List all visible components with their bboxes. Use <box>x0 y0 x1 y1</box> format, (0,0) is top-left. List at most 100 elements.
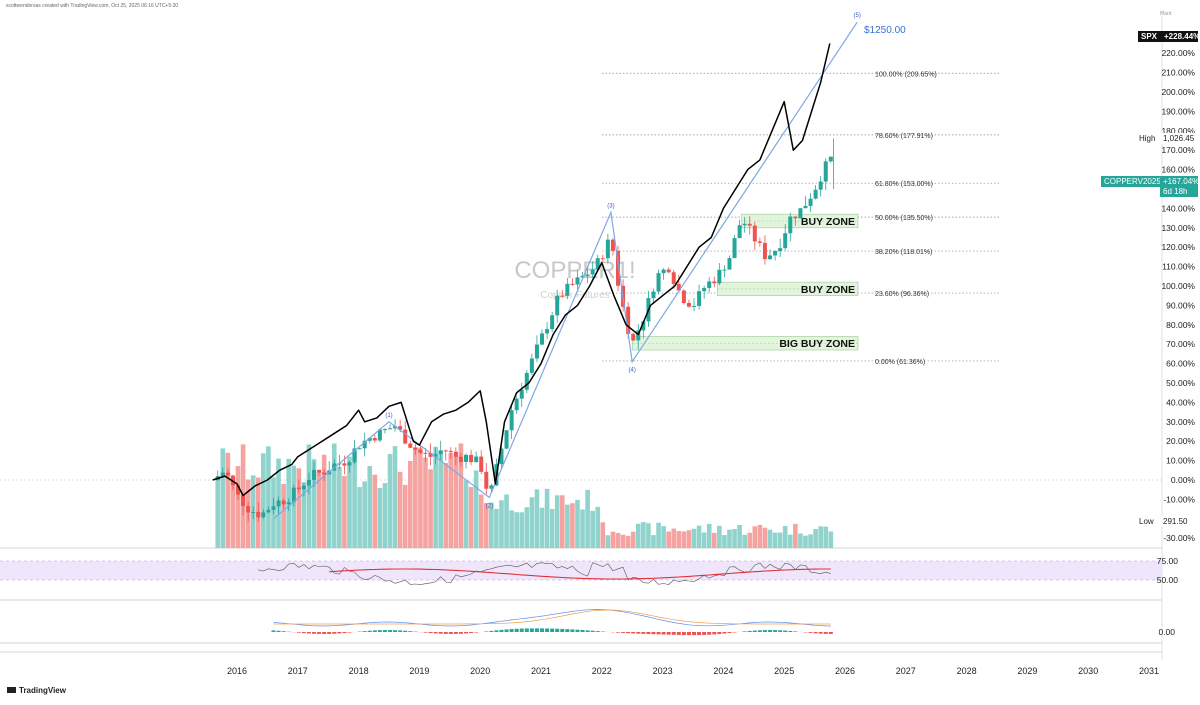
volume-bar <box>818 526 823 548</box>
macd-histogram-bar <box>707 632 711 635</box>
macd-histogram-bar <box>464 632 468 633</box>
candle-body <box>778 248 782 251</box>
volume-bar <box>687 530 692 548</box>
candle-body <box>297 488 301 490</box>
macd-histogram-bar <box>819 632 823 634</box>
volume-bar <box>281 484 286 548</box>
x-tick-label: 2021 <box>531 666 551 676</box>
macd-histogram-bar <box>317 632 321 634</box>
y-tick-label: 40.00% <box>1166 397 1195 407</box>
candle-body <box>824 161 828 181</box>
candle-body <box>753 226 757 242</box>
candle-body <box>702 288 706 291</box>
candle-body <box>256 512 260 517</box>
macd-histogram-bar <box>454 632 458 634</box>
x-tick-label: 2028 <box>957 666 977 676</box>
candle-body <box>439 450 443 454</box>
y-tick-label: 160.00% <box>1161 165 1195 175</box>
volume-bar <box>717 526 722 548</box>
volume-bar <box>540 508 545 548</box>
macd-histogram-bar <box>489 631 493 632</box>
volume-bar <box>352 451 357 548</box>
candle-body <box>631 334 635 341</box>
x-tick-label: 2017 <box>288 666 308 676</box>
macd-histogram-bar <box>748 631 752 632</box>
wave-label: (3) <box>607 203 614 209</box>
macd-histogram-bar <box>646 632 650 634</box>
macd-histogram-bar <box>824 632 828 634</box>
candle-body <box>277 500 281 506</box>
candle-body <box>251 512 255 513</box>
volume-bar <box>671 529 676 548</box>
macd-histogram-bar <box>297 632 301 633</box>
buy-zone-label: BUY ZONE <box>801 216 855 228</box>
volume-bar <box>550 509 555 548</box>
candle-body <box>418 450 422 453</box>
fib-label: 38.20% (118.01%) <box>875 249 932 256</box>
y-tick-label: 80.00% <box>1166 320 1195 330</box>
candle-body <box>312 470 316 480</box>
macd-tick-label: 0.00 <box>1158 627 1175 637</box>
volume-bar <box>388 454 393 548</box>
candle-body <box>667 270 671 273</box>
candle-body <box>783 233 787 248</box>
fib-label: 50.00% (135.50%) <box>875 215 933 222</box>
footer: TradingView <box>0 682 1200 700</box>
macd-histogram-bar <box>565 629 569 632</box>
macd-histogram-bar <box>586 630 590 632</box>
candle-body <box>550 315 554 329</box>
y-tick-label: 130.00% <box>1161 223 1195 233</box>
candle-body <box>520 390 524 399</box>
volume-bar <box>367 466 372 548</box>
volume-bar <box>499 500 504 548</box>
volume-bar <box>758 525 763 548</box>
volume-bar <box>530 497 535 548</box>
macd-histogram-bar <box>545 628 549 632</box>
volume-bar <box>611 532 616 548</box>
header-credit: scottwendorsas created with TradingView.… <box>6 3 178 9</box>
volume-bar <box>661 526 666 548</box>
macd-histogram-bar <box>525 628 529 632</box>
x-tick-label: 2029 <box>1017 666 1037 676</box>
candle-body <box>287 502 291 504</box>
candle-body <box>611 240 615 251</box>
fib-label: 0.00% (61.36%) <box>875 359 925 366</box>
volume-bar <box>641 522 646 548</box>
candle-body <box>540 333 544 344</box>
volume-bar <box>702 532 707 548</box>
candle-body <box>383 429 387 430</box>
volume-bar <box>778 533 783 548</box>
volume-bar <box>362 481 367 548</box>
x-tick-label: 2018 <box>349 666 369 676</box>
volume-bar <box>793 524 798 548</box>
macd-histogram-bar <box>327 632 331 634</box>
candle-body <box>717 270 721 283</box>
macd-histogram-bar <box>814 632 818 633</box>
macd-histogram-bar <box>277 631 281 632</box>
volume-bar <box>418 448 423 548</box>
candle-body <box>474 457 478 463</box>
candle-body <box>535 345 539 359</box>
volume-bar <box>742 535 747 548</box>
volume-bar <box>428 469 433 548</box>
macd-histogram-bar <box>793 631 797 632</box>
macd-histogram-bar <box>773 630 777 632</box>
volume-bar <box>808 534 813 548</box>
macd-histogram-bar <box>626 632 630 633</box>
volume-bar <box>464 480 469 548</box>
copper-value-badge: +167.04% <box>1163 177 1199 186</box>
candle-body <box>798 208 802 218</box>
y-tick-label: 70.00% <box>1166 339 1195 349</box>
wave-label: (1) <box>385 413 392 419</box>
candle-body <box>373 438 377 440</box>
volume-bar <box>403 485 408 548</box>
volume-bar <box>565 505 570 548</box>
x-tick-label: 2030 <box>1078 666 1098 676</box>
candle-body <box>302 486 306 490</box>
volume-bar <box>606 535 611 548</box>
x-tick-label: 2016 <box>227 666 247 676</box>
macd-histogram-bar <box>667 632 671 635</box>
candle-body <box>469 455 473 462</box>
candle-body <box>773 251 777 255</box>
